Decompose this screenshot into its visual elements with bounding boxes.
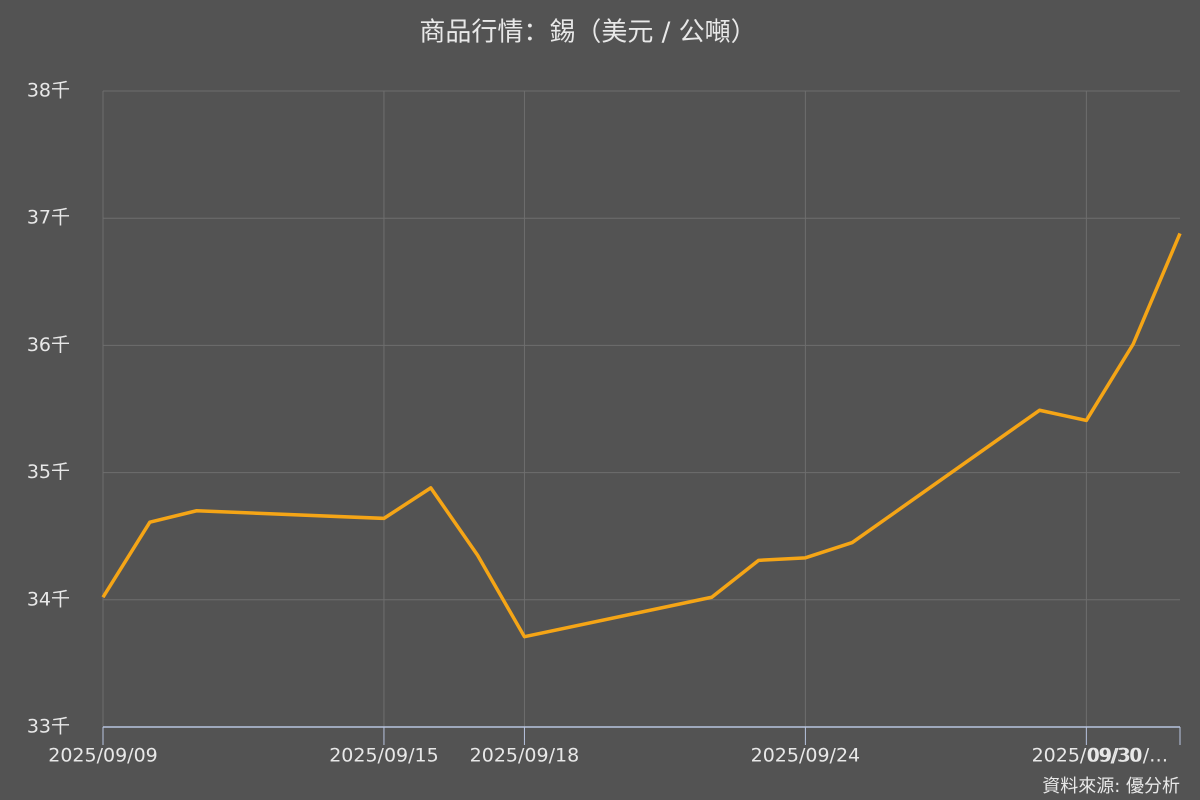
y-tick-label: 35千 (27, 461, 70, 483)
y-tick-label: 37千 (27, 207, 70, 229)
y-tick-label: 38千 (27, 80, 70, 102)
x-tick-label: 2025/09/24 (751, 745, 861, 767)
x-tick-label: 2025/09/09 (48, 745, 158, 767)
y-tick-label: 33千 (27, 716, 70, 738)
source-note: 資料來源: 優分析 (1042, 776, 1180, 797)
x-tick-label: 2025/09/15 (329, 745, 439, 767)
y-tick-label: 34千 (27, 588, 70, 610)
chart-title: 商品行情：錫（美元 / 公噸） (419, 18, 756, 48)
data-line (101, 232, 1182, 639)
x-tick-label: 2025/09/30 (1032, 745, 1142, 767)
x-tick-label: 09/30/… (1088, 745, 1168, 767)
y-tick-label: 36千 (27, 334, 70, 356)
x-tick-label: 2025/09/18 (470, 745, 580, 767)
